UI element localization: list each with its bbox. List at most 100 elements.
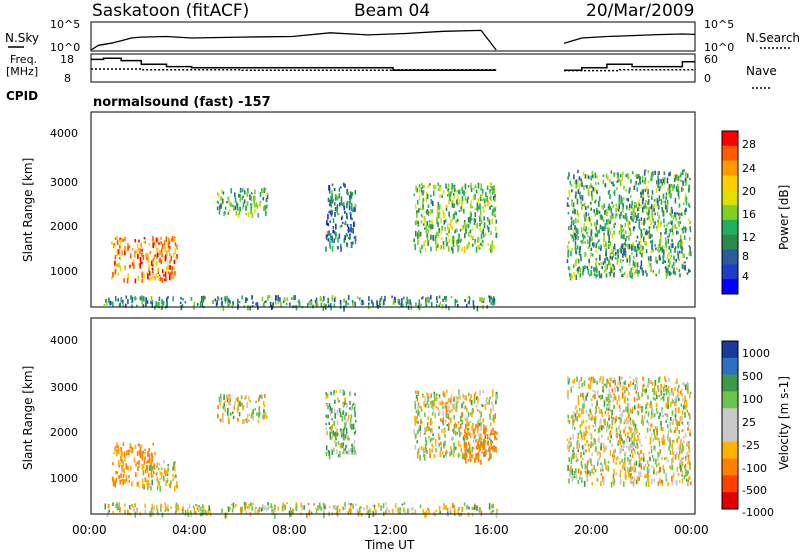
nsky-series-line [90,29,696,51]
nsky-tick-top: 10^5 [50,18,80,31]
echo-region-2 [325,182,357,252]
freq-label-1: Freq. [10,53,37,66]
velocity-ytick-2000: 2000 [50,426,78,439]
nave-series-line [91,68,696,72]
velocity-cbar-swatch [722,374,738,392]
freq-series-line [91,57,695,71]
power-cbar-swatch [722,264,738,280]
power-cbar-tick-8: 8 [742,250,749,263]
power-cbar-swatch [722,160,738,176]
station-title: Saskatoon (fitACF) [92,1,249,21]
power-cbar-swatch [722,219,738,236]
power-panel: Slant Range [km] 4000 3000 2000 1000 [21,111,696,312]
velocity-cbar-frame [721,340,739,510]
power-cbar-swatch [722,205,738,221]
echo-region-6 [566,376,692,488]
time-tick-1600: 16:00 [474,523,509,537]
nave-tick-0: 0 [704,72,711,85]
velocity-cbar-swatch [722,458,738,476]
power-echo-field [103,169,692,312]
time-tick-1200: 12:00 [373,523,408,537]
freq-label-2: [MHz] [6,65,38,78]
power-ytick-4000: 4000 [50,127,78,140]
power-cbar-swatch [722,190,738,206]
velocity-cbar-swatch [722,341,738,359]
velocity-cbar-tick-neg25: -25 [742,439,760,452]
power-cbar-tick-20: 20 [742,185,756,198]
velocity-cbar-swatch [722,475,738,493]
velocity-cbar-tick-neg100: -100 [742,462,767,475]
power-ylabel: Slant Range [km] [21,158,35,262]
velocity-cbar-swatch [722,391,738,409]
velocity-cbar-swatch [722,441,738,460]
freq-series-path [91,57,695,71]
velocity-cbar-tick-25: 25 [742,416,756,429]
echo-region-3 [413,182,498,254]
freq-panel: Freq. [MHz] 18 8 60 0 Nave [6,53,777,89]
velocity-cbar-swatch [722,408,738,426]
power-colorbar [721,130,739,295]
freq-tick-18: 18 [60,53,74,66]
time-label: Time UT [364,538,415,552]
nave-series-path [91,68,696,72]
power-cbar-swatch [722,249,738,265]
power-cbar-swatch [722,131,738,147]
nsearch-tick-top: 10^5 [704,18,734,31]
power-cbar-tick-12: 12 [742,231,756,244]
echo-region-0 [111,442,156,488]
power-cbar-tick-16: 16 [742,208,756,221]
velocity-cbar-swatch [722,357,738,376]
echo-region-1 [141,459,178,492]
velocity-echo-field [104,376,692,520]
echo-region-1 [216,187,269,219]
power-cbar-tick-4: 4 [742,270,749,283]
time-tick-2000: 20:00 [574,523,609,537]
velocity-cbar-tick-neg1000: -1000 [742,506,774,519]
power-cbar-tick-28: 28 [742,138,756,151]
time-tick-2400: 00:00 [674,523,709,537]
echo-region-0 [111,235,178,284]
beam-title: Beam 04 [354,1,430,21]
nave-label: Nave [746,64,777,78]
power-ytick-1000: 1000 [50,265,78,278]
velocity-ytick-4000: 4000 [50,334,78,347]
velocity-cbar-tick-neg500: -500 [742,484,767,497]
velocity-cbar-swatch [722,492,738,510]
velocity-cbar-swatch [722,425,738,443]
velocity-cbar-label: Velocity [m s-1] [777,376,791,470]
power-colorbar-ticks: 28 24 20 16 12 8 4 Power [dB] [742,138,791,283]
velocity-cbar-tick-1000: 1000 [742,347,770,360]
velocity-ytick-1000: 1000 [50,472,78,485]
nsky-series-path [90,29,696,51]
cpid-label: CPID [6,89,38,103]
power-cbar-swatch [722,279,738,295]
nave-tick-60: 60 [704,53,718,66]
nsearch-label: N.Search [746,31,800,45]
velocity-colorbar [721,340,739,510]
power-ytick-3000: 3000 [50,176,78,189]
velocity-panel: Slant Range [km] 4000 3000 2000 1000 [21,317,696,520]
time-tick-0000: 00:00 [72,523,107,537]
nsky-label: N.Sky [5,31,39,45]
echo-region-3 [325,389,357,460]
power-cbar-swatch [722,145,738,162]
power-cbar-swatch [722,234,738,250]
velocity-cbar-tick-500: 500 [742,370,763,383]
power-ytick-2000: 2000 [50,220,78,233]
freq-tick-8: 8 [64,72,71,85]
velocity-cbar-tick-100: 100 [742,393,763,406]
power-cbar-tick-24: 24 [742,162,756,175]
velocity-ylabel: Slant Range [km] [21,366,35,470]
cpid-text: normalsound (fast) -157 [93,95,271,110]
date-title: 20/Mar/2009 [586,1,694,21]
echo-region-4 [413,389,498,461]
nsky-tick-bottom: 10^0 [50,41,80,54]
power-cbar-swatch [722,175,738,191]
time-tick-0800: 08:00 [272,523,307,537]
power-cbar-label: Power [dB] [777,185,791,250]
power-cbar-frame [721,130,739,295]
echo-region-2 [216,393,268,425]
time-tick-0400: 04:00 [172,523,207,537]
nsearch-tick-bottom: 10^0 [704,41,734,54]
